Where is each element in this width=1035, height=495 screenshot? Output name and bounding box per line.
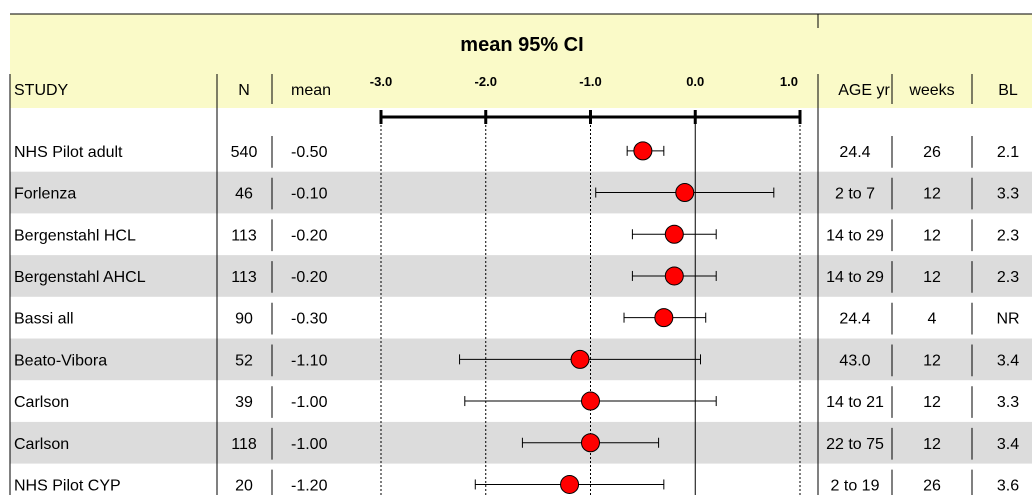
cell-study: Beato-Vibora	[14, 352, 107, 369]
cell-weeks: 4	[928, 311, 937, 328]
cell-age: 24.4	[839, 144, 870, 161]
cell-bl: NR	[996, 311, 1019, 328]
x-tick-label: 1.0	[780, 74, 798, 89]
cell-mean: -1.20	[291, 477, 328, 494]
cell-mean: -1.00	[291, 436, 328, 453]
cell-bl: 2.3	[997, 269, 1019, 286]
cell-weeks: 26	[923, 477, 941, 494]
cell-age: 2 to 19	[831, 477, 880, 494]
cell-age: 22 to 75	[826, 436, 884, 453]
header-study: STUDY	[14, 82, 69, 99]
cell-weeks: 12	[923, 352, 941, 369]
header-weeks: weeks	[908, 82, 954, 99]
x-tick-labels: -3.0 -2.0 -1.0 0.0 1.0	[370, 74, 798, 89]
cell-n: 113	[231, 269, 257, 286]
cell-n: 20	[235, 477, 253, 494]
cell-study: Carlson	[14, 394, 69, 411]
cell-bl: 3.3	[997, 394, 1019, 411]
cell-weeks: 12	[923, 436, 941, 453]
cell-mean: -0.50	[291, 144, 328, 161]
header-n: N	[238, 82, 250, 99]
cell-mean: -0.10	[291, 186, 328, 203]
cell-mean: -1.10	[291, 352, 328, 369]
cell-age: 2 to 7	[835, 186, 875, 203]
cell-age: 14 to 29	[826, 227, 884, 244]
mean-point	[560, 474, 580, 494]
cell-mean: -0.30	[291, 311, 328, 328]
cell-study: Bergenstahl HCL	[14, 227, 136, 244]
cell-bl: 3.4	[997, 436, 1019, 453]
header-mean: mean	[291, 82, 331, 99]
cell-weeks: 26	[923, 144, 941, 161]
mean-point	[664, 224, 684, 244]
header-bl: BL	[998, 82, 1018, 99]
cell-n: 52	[235, 352, 253, 369]
cell-study: NHS Pilot CYP	[14, 477, 121, 494]
grid-lines	[380, 117, 801, 495]
x-axis-ticks	[379, 110, 802, 124]
cell-n: 46	[235, 186, 253, 203]
cell-study: Carlson	[14, 436, 69, 453]
ci-marks	[459, 141, 775, 494]
cell-bl: 2.3	[997, 227, 1019, 244]
cell-n: 118	[231, 436, 257, 453]
row-band	[10, 171, 1032, 214]
cell-weeks: 12	[923, 186, 941, 203]
row-band	[10, 421, 1032, 464]
row-band	[10, 255, 1032, 297]
cell-weeks: 12	[923, 269, 941, 286]
x-tick-label: -1.0	[579, 74, 601, 89]
row-bands	[10, 171, 1032, 464]
cell-weeks: 12	[923, 394, 941, 411]
cell-n: 113	[231, 227, 257, 244]
cell-bl: 3.3	[997, 186, 1019, 203]
header-band	[10, 14, 1032, 108]
cell-age: 24.4	[839, 311, 870, 328]
cell-mean: -1.00	[291, 394, 328, 411]
cell-age: 43.0	[839, 352, 870, 369]
cell-bl: 3.6	[997, 477, 1019, 494]
cell-n: 540	[231, 144, 258, 161]
column-dividers	[9, 14, 973, 495]
x-tick-label: -2.0	[475, 74, 497, 89]
mean-point	[675, 183, 695, 203]
mean-point	[633, 141, 653, 161]
table-cells: NHS Pilot adult 540 -0.50 24.4 26 2.1 Forlenza…	[14, 144, 1020, 495]
cell-study: NHS Pilot adult	[14, 144, 123, 161]
cell-n: 90	[235, 311, 253, 328]
cell-weeks: 12	[923, 227, 941, 244]
cell-n: 39	[235, 394, 253, 411]
header-age: AGE yr	[838, 82, 890, 99]
cell-study: Bergenstahl AHCL	[14, 269, 146, 286]
cell-bl: 3.4	[997, 352, 1019, 369]
x-tick-label: 0.0	[686, 74, 704, 89]
mean-point	[654, 308, 674, 328]
cell-study: Bassi all	[14, 311, 74, 328]
mean-point	[664, 266, 684, 286]
cell-age: 14 to 29	[826, 269, 884, 286]
mean-point	[570, 349, 590, 369]
mean-point	[581, 433, 600, 453]
chart-title: mean 95% CI	[460, 34, 583, 56]
cell-bl: 2.1	[997, 144, 1019, 161]
cell-age: 14 to 21	[826, 394, 884, 411]
x-tick-label: -3.0	[370, 74, 392, 89]
cell-mean: -0.20	[291, 269, 328, 286]
cell-study: Forlenza	[14, 186, 76, 203]
mean-point	[581, 391, 600, 411]
cell-mean: -0.20	[291, 227, 328, 244]
